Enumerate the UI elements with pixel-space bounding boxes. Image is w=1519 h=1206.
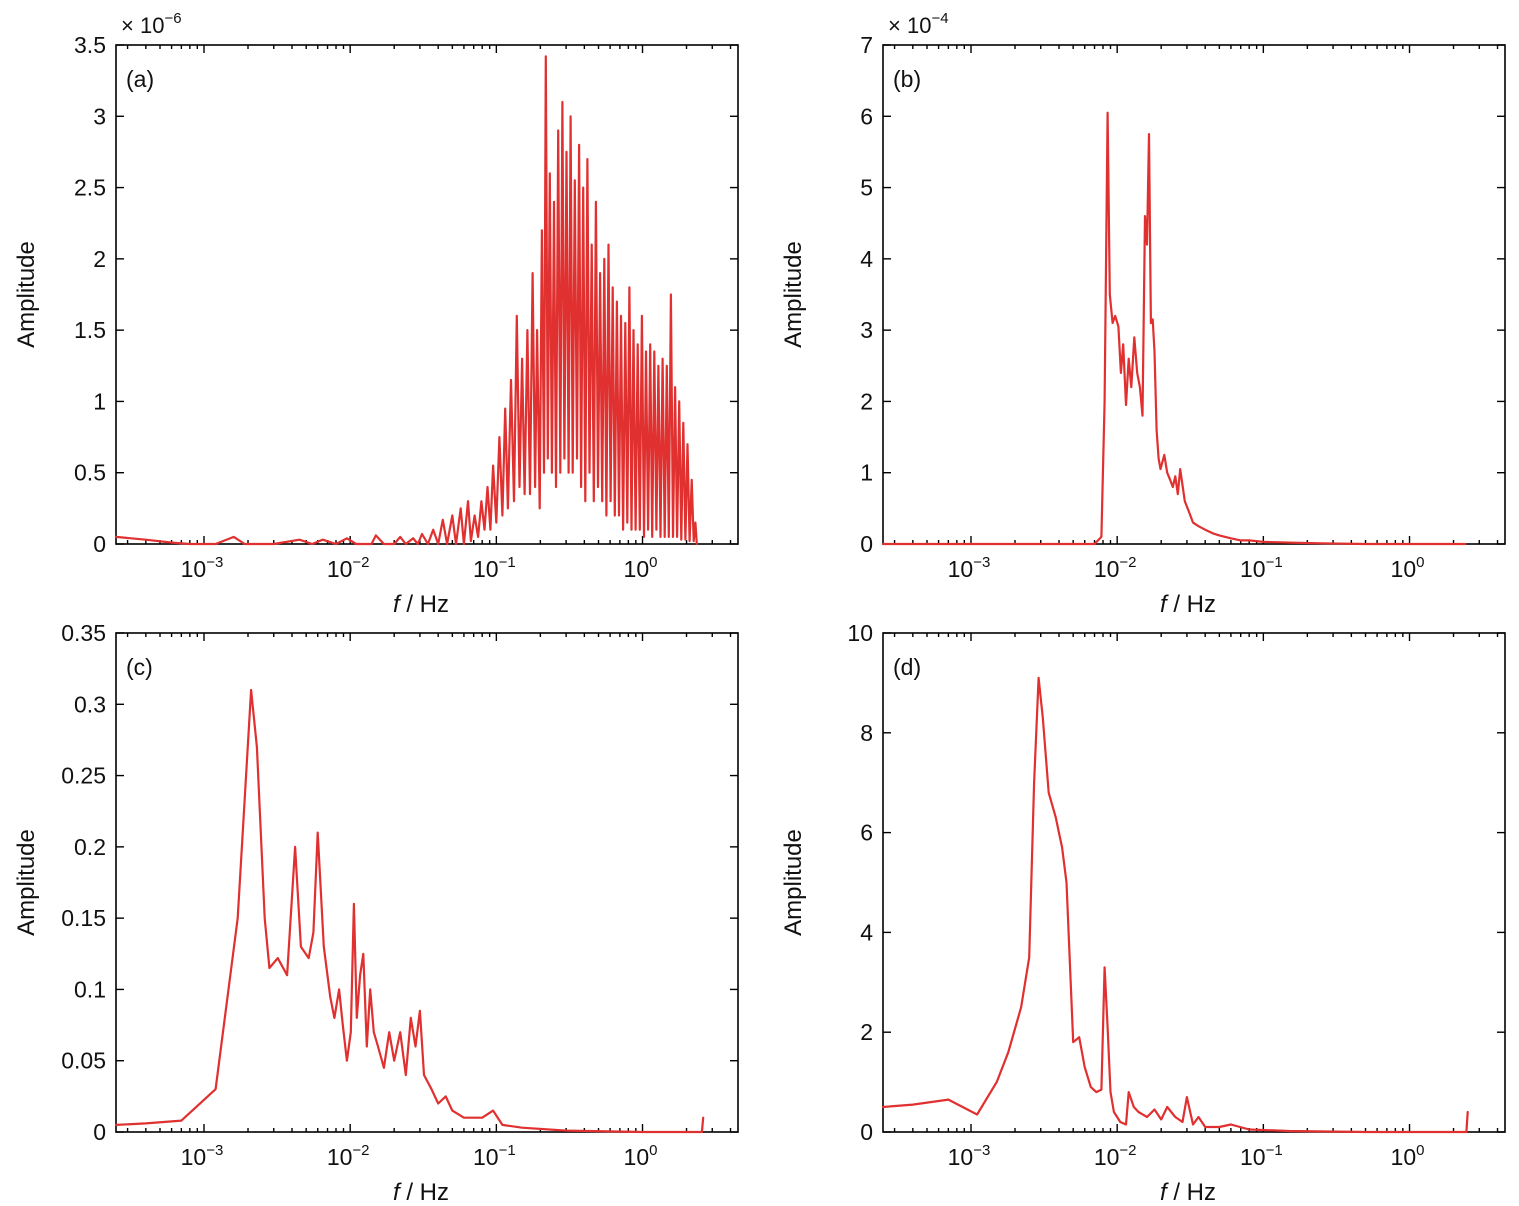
x-tick-label: 10−1 (473, 554, 516, 582)
y-tick-label: 0.15 (61, 905, 106, 931)
y-tick-label: 3 (860, 317, 873, 343)
x-tick-label: 10−3 (181, 554, 224, 582)
y-tick-label: 0.25 (61, 763, 106, 789)
y-tick-label: 0 (860, 531, 873, 557)
chart-panel: 10−3 10−2 10−1 100 0 1 2 3 4 5 6 7 Amplitude f / Hz (b… (780, 10, 1506, 618)
y-tick-label: 8 (860, 720, 873, 746)
y-tick-label: 0 (93, 531, 106, 557)
y-tick-label: 3 (93, 103, 106, 129)
chart-panel: 10−3 10−2 10−1 100 0 0.05 0.1 0.15 0.2 0.25 0.3 0.3… (13, 620, 739, 1206)
y-tick-label: 4 (860, 919, 873, 945)
plot-frame (882, 44, 1506, 545)
x-tick-label: 10−1 (1240, 1142, 1283, 1170)
y-tick-label: 0.1 (74, 976, 106, 1002)
x-axis-label: f / Hz (393, 1179, 449, 1206)
y-axis-label: Amplitude (13, 829, 40, 936)
y-tick-label: 0.2 (74, 834, 106, 860)
x-tick-label: 100 (1391, 554, 1425, 582)
x-tick-label: 10−3 (948, 554, 991, 582)
x-axis-label: f / Hz (1160, 591, 1216, 618)
chart-panel: 10−3 10−2 10−1 100 0 0.5 1 1.5 2 2.5 3 3.5 Amplitude… (13, 10, 739, 618)
y-tick-label: 1 (860, 460, 873, 486)
y-tick-label: 1 (93, 388, 106, 414)
y-axis-label: Amplitude (13, 241, 40, 348)
y-tick-label: 0.3 (74, 691, 106, 717)
y-tick-label: 6 (860, 820, 873, 846)
y-tick-label: 2.5 (74, 175, 106, 201)
y-tick-label: 0.5 (74, 460, 106, 486)
x-tick-label: 10−2 (327, 1142, 370, 1170)
y-tick-label: 1.5 (74, 317, 106, 343)
series-line (881, 676, 1469, 1134)
panel-label: (d) (893, 654, 921, 680)
x-tick-label: 10−2 (1094, 1142, 1137, 1170)
y-tick-label: 0 (860, 1119, 873, 1145)
panel-label: (c) (126, 654, 153, 680)
series-line (881, 111, 1467, 546)
y-tick-label: 0 (93, 1119, 106, 1145)
panel-label: (a) (126, 66, 154, 92)
y-tick-label: 5 (860, 175, 873, 201)
y-tick-label: 4 (860, 246, 873, 272)
y-axis-label: Amplitude (780, 829, 807, 936)
chart-panel: 10−3 10−2 10−1 100 0 2 4 6 8 10 Amplitude f / Hz (d) (780, 620, 1506, 1206)
y-tick-label: 0.05 (61, 1048, 106, 1074)
x-tick-label: 10−3 (181, 1142, 224, 1170)
plot-frame (115, 632, 739, 1133)
y-tick-label: 2 (860, 1019, 873, 1045)
plot-frame (882, 632, 1506, 1133)
scale-multiplier: × 10−6 (121, 10, 182, 38)
panel-label: (b) (893, 66, 921, 92)
y-axis-label: Amplitude (780, 241, 807, 348)
x-tick-label: 100 (1391, 1142, 1425, 1170)
y-tick-label: 3.5 (74, 32, 106, 58)
x-tick-label: 100 (624, 554, 658, 582)
x-tick-label: 100 (624, 1142, 658, 1170)
series-line (114, 55, 698, 546)
x-tick-label: 10−2 (327, 554, 370, 582)
x-tick-label: 10−1 (1240, 554, 1283, 582)
series-line (114, 688, 705, 1134)
y-tick-label: 7 (860, 32, 873, 58)
x-tick-label: 10−1 (473, 1142, 516, 1170)
y-tick-label: 10 (847, 620, 873, 646)
y-tick-label: 6 (860, 103, 873, 129)
y-tick-label: 2 (93, 246, 106, 272)
y-tick-label: 0.35 (61, 620, 106, 646)
y-tick-label: 2 (860, 388, 873, 414)
x-axis-label: f / Hz (393, 591, 449, 618)
x-axis-label: f / Hz (1160, 1179, 1216, 1206)
x-tick-label: 10−2 (1094, 554, 1137, 582)
scale-multiplier: × 10−4 (888, 10, 949, 38)
x-tick-label: 10−3 (948, 1142, 991, 1170)
